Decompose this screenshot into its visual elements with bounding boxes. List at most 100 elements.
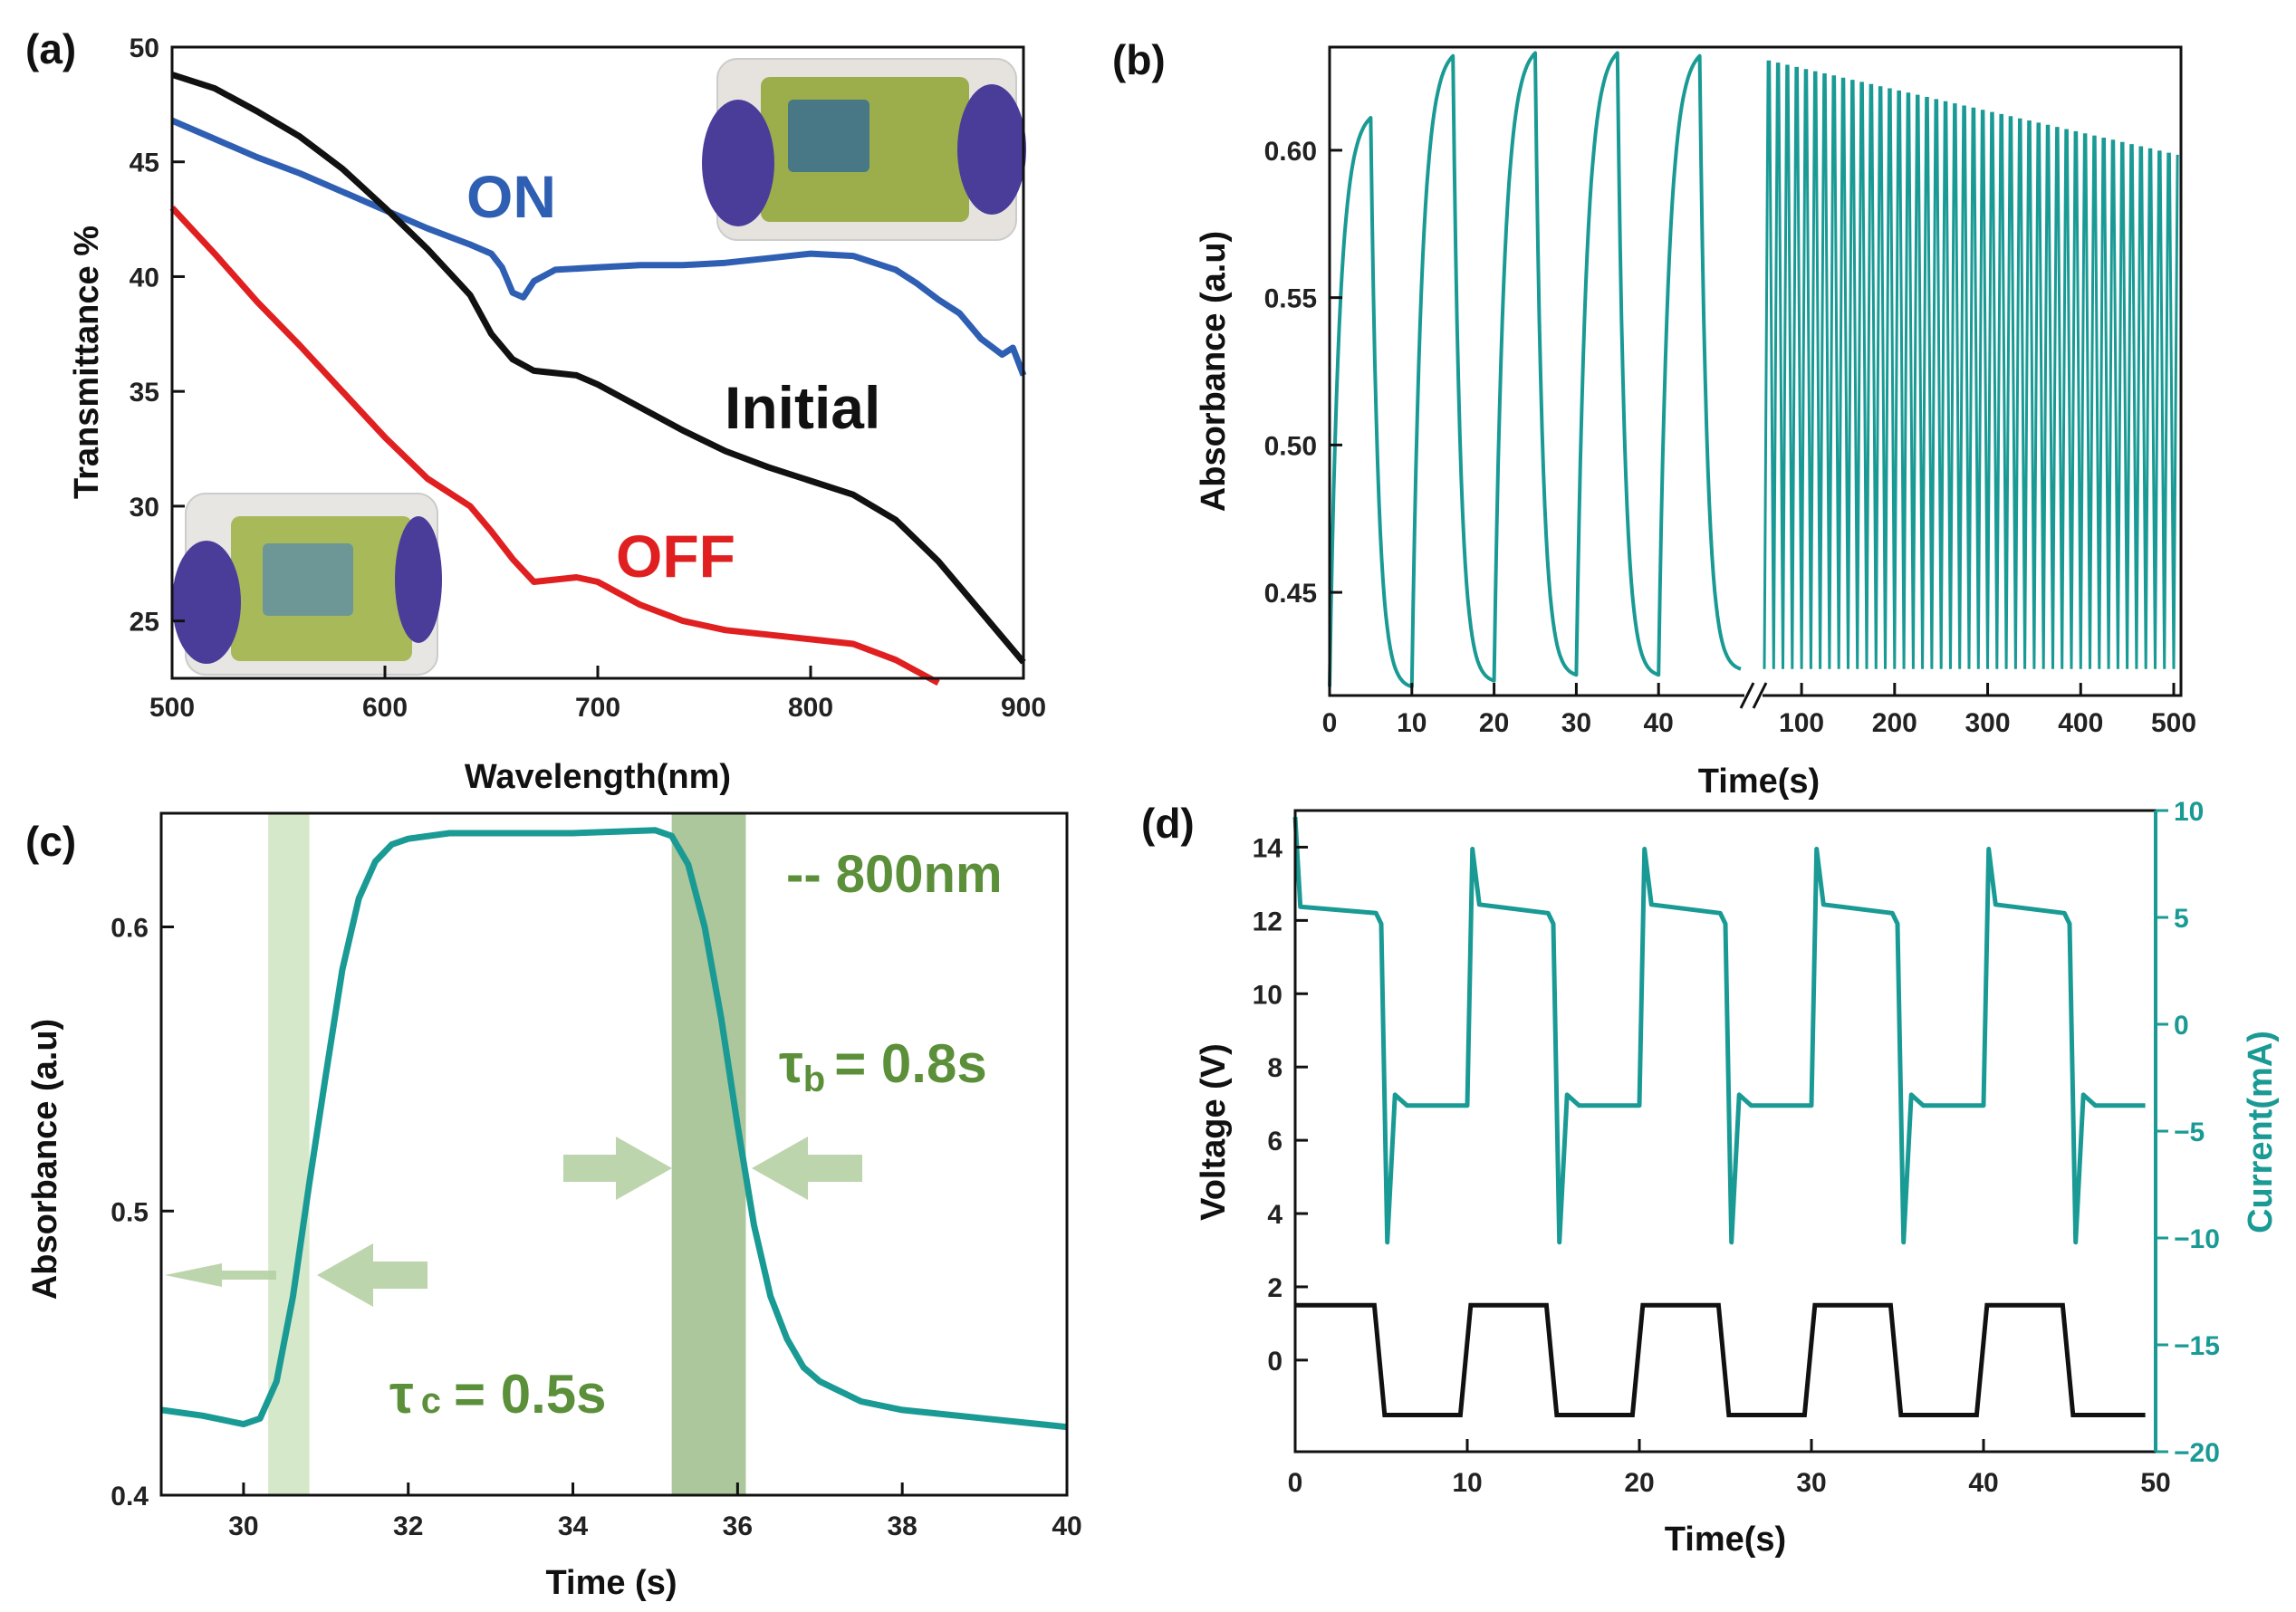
panel-b-xlabel: Time(s) (1698, 763, 1820, 801)
x-tick-label: 0 (1288, 1468, 1303, 1498)
tau-b-value: = 0.8s (834, 1033, 987, 1094)
x-tick-label: 800 (788, 693, 833, 723)
panel-d-xlabel: Time(s) (1665, 1521, 1786, 1559)
label-off: OFF (616, 523, 735, 590)
x-tick-label: 20 (1624, 1468, 1654, 1498)
x-tick-label: 400 (2058, 708, 2103, 738)
y-tick-label: 50 (130, 34, 159, 63)
panel-a-xlabel: Wavelength(nm) (465, 758, 731, 796)
x-tick-label: 900 (1001, 693, 1046, 723)
y-tick-label: 12 (1253, 907, 1282, 936)
panel-d-ylabel-left: Voltage (V) (1195, 1043, 1233, 1221)
series-initial-line (170, 72, 1026, 665)
y-tick-label: 10 (1253, 980, 1282, 1010)
y-tick-label: 8 (1267, 1053, 1282, 1083)
x-tick-label: 36 (723, 1511, 753, 1541)
y-right-tick-label: 10 (2174, 797, 2204, 827)
panel-c-xlabel: Time (s) (545, 1564, 677, 1602)
x-tick-label: 0 (1322, 708, 1338, 738)
tau-c-arrow-left (165, 1263, 276, 1287)
x-tick-label: 700 (575, 693, 620, 723)
panel-a-ylabel: Transmittance % (68, 225, 106, 499)
x-tick-label: 200 (1872, 708, 1917, 738)
y-tick-label: 0.6 (110, 914, 149, 944)
x-tick-label: 10 (1452, 1468, 1482, 1498)
tau-c-subscript: c (421, 1381, 441, 1421)
shaded-band-2 (671, 813, 746, 1495)
x-tick-label: 30 (1561, 708, 1591, 738)
axis-break-mark (1739, 682, 1755, 709)
y-tick-label: 6 (1267, 1127, 1282, 1156)
panel-a-letter: (a) (25, 25, 76, 72)
panel-b-ylabel: Absorbance (a.u) (1195, 231, 1233, 512)
label-on: ON (466, 163, 556, 230)
y-tick-label: 40 (130, 263, 159, 293)
label-tau-b: τb = 0.8s (779, 1033, 987, 1099)
series-on-line (170, 117, 1027, 377)
x-tick-label: 600 (362, 693, 408, 723)
series-voltage-line (1295, 1302, 2146, 1417)
y-right-tick-label: 0 (2174, 1011, 2189, 1041)
x-tick-label: 30 (228, 1511, 258, 1541)
device-photo-on-inset (702, 58, 1026, 241)
panel-b-letter: (b) (1112, 36, 1166, 83)
series-off-line (169, 206, 940, 686)
label-800nm: -- 800nm (786, 845, 1003, 904)
y-tick-label: 25 (130, 608, 159, 638)
y-tick-label: 30 (130, 493, 159, 523)
x-tick-label: 20 (1479, 708, 1509, 738)
panel-c-response-chart: 30 32 34 36 38 40 0.4 0.5 0.6 Absorbance (a.u) T… (26, 811, 1082, 1602)
tau-c-arrow-right (317, 1243, 427, 1307)
axis-break-gap (1744, 677, 1763, 714)
tau-c-value: = 0.5s (454, 1364, 607, 1425)
panel-d-ylabel-right: Current(mA) (2242, 1031, 2280, 1233)
y-tick-label: 0.4 (110, 1482, 149, 1511)
y-tick-label: 0.50 (1264, 431, 1317, 461)
y-right-tick-label: −10 (2174, 1224, 2220, 1254)
x-tick-label: 40 (1968, 1468, 1998, 1498)
x-tick-label: 10 (1397, 708, 1427, 738)
label-tau-c: τ c = 0.5s (389, 1364, 607, 1425)
x-tick-label: 34 (558, 1511, 589, 1541)
y-tick-label: 45 (130, 149, 159, 178)
x-tick-label: 300 (1965, 708, 2011, 738)
panel-c-ylabel: Absorbance (a.u) (26, 1019, 64, 1300)
y-tick-label: 35 (130, 378, 159, 408)
axis-break-mark (1752, 682, 1768, 709)
tau-b-subscript: b (803, 1060, 825, 1099)
panel-a-transmittance-chart: 500 600 700 800 900 25 30 35 40 45 50 Transmittanc… (68, 34, 1046, 796)
y-tick-label: 0.45 (1264, 579, 1317, 609)
panel-b-cycling-chart: 0 10 20 30 40 100 200 300 400 500 0.45 0.50 0.55 0.60… (1195, 45, 2196, 801)
y-tick-label: 14 (1253, 833, 1283, 863)
x-tick-label: 100 (1779, 708, 1824, 738)
x-tick-label: 500 (2151, 708, 2196, 738)
y-right-tick-label: −5 (2174, 1118, 2205, 1147)
tau-b-arrow-right (752, 1137, 862, 1200)
series-absorbance-right-line (1763, 60, 2179, 669)
y-tick-label: 0.55 (1264, 284, 1317, 314)
series-800nm-line (160, 827, 1068, 1431)
y-tick-label: 0 (1267, 1347, 1282, 1377)
tau-b-symbol: τ (779, 1033, 803, 1094)
series-absorbance-left-line (1328, 51, 1742, 689)
panel-c-letter: (c) (25, 818, 76, 865)
panel-d-voltage-current-chart: 0 10 20 30 40 50 0 2 4 6 8 10 12 14 −20 −15 −10 −5 0 5 10 Vo… (1195, 797, 2280, 1559)
y-tick-label: 4 (1267, 1200, 1282, 1230)
tau-b-arrow-left (563, 1137, 672, 1200)
x-tick-label: 50 (2140, 1468, 2170, 1498)
panel-c-plot-frame (159, 811, 1069, 1497)
y-tick-label: 0.5 (110, 1197, 149, 1227)
tau-c-symbol: τ (389, 1364, 414, 1425)
device-photo-off-inset (172, 493, 442, 676)
y-tick-label: 2 (1267, 1273, 1282, 1303)
x-tick-label: 32 (393, 1511, 423, 1541)
x-tick-label: 40 (1052, 1511, 1081, 1541)
x-tick-label: 38 (887, 1511, 917, 1541)
series-current-line (1292, 816, 2146, 1245)
y-tick-label: 0.60 (1264, 137, 1317, 167)
y-right-tick-label: 5 (2174, 904, 2189, 934)
x-tick-label: 40 (1644, 708, 1674, 738)
y-right-tick-label: −15 (2174, 1331, 2220, 1361)
y-right-tick-label: −20 (2174, 1438, 2220, 1468)
